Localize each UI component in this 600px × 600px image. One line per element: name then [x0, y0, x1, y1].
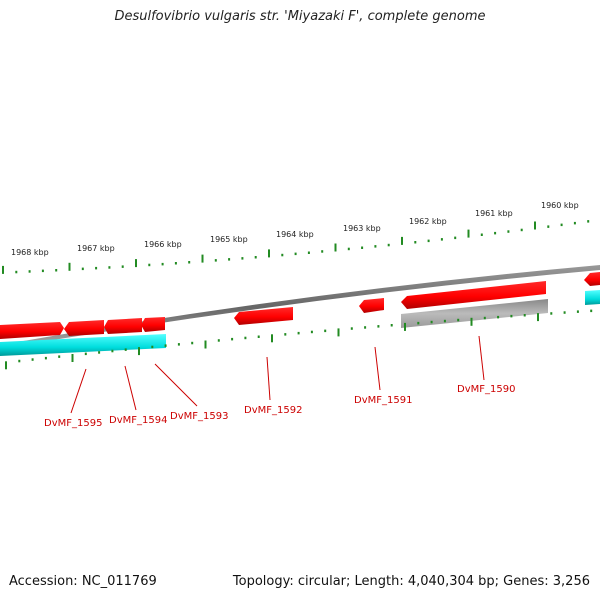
lower-tick-track [5, 309, 593, 370]
gene-arrow-edge[interactable] [584, 272, 600, 286]
leader-dvmf1594 [124, 365, 137, 411]
scale-label-1965: 1965 kbp [210, 235, 248, 244]
gene-label-dvmf1590[interactable]: DvMF_1590 [457, 384, 515, 395]
scale-label-1966: 1966 kbp [144, 240, 182, 249]
reverse-genes [0, 290, 600, 356]
genome-summary-text: Topology: circular; Length: 4,040,304 bp… [232, 574, 590, 589]
gene-label-dvmf1594[interactable]: DvMF_1594 [109, 415, 167, 426]
scale-label-1963: 1963 kbp [343, 224, 381, 233]
gene-arrow-dvmf1595[interactable] [0, 322, 64, 339]
scale-label-1962: 1962 kbp [409, 217, 447, 226]
accession-text: Accession: NC_011769 [9, 574, 157, 589]
reverse-cds-right[interactable] [585, 290, 600, 305]
leader-dvmf1590 [478, 335, 485, 381]
map-title: Desulfovibrio vulgaris str. 'Miyazaki F'… [114, 9, 486, 24]
forward-genes [0, 272, 600, 339]
upper-tick-track [2, 220, 590, 274]
gene-arrow-dvmf1593b[interactable] [141, 317, 165, 332]
reverse-cds-left[interactable] [0, 334, 166, 356]
scale-label-1967: 1967 kbp [77, 244, 115, 253]
gene-arrow-dvmf1592[interactable] [234, 307, 293, 325]
gene-arrow-dvmf1590[interactable] [401, 281, 546, 309]
leader-dvmf1592 [266, 356, 271, 401]
gene-arrow-dvmf1594[interactable] [64, 320, 104, 336]
genome-backbone [0, 265, 600, 349]
label-leaders [70, 335, 485, 414]
scale-label-1961: 1961 kbp [475, 209, 513, 218]
leader-dvmf1595 [70, 368, 87, 414]
scale-label-1960: 1960 kbp [541, 201, 579, 210]
scale-label-1968: 1968 kbp [11, 248, 49, 257]
gene-arrow-dvmf1591[interactable] [359, 298, 384, 313]
gene-label-dvmf1592[interactable]: DvMF_1592 [244, 405, 302, 416]
gene-label-dvmf1593[interactable]: DvMF_1593 [170, 411, 228, 422]
leader-dvmf1591 [374, 346, 381, 391]
gene-label-dvmf1591[interactable]: DvMF_1591 [354, 395, 412, 406]
leader-dvmf1593 [154, 363, 198, 407]
reverse-feature-gray[interactable] [401, 299, 548, 328]
scale-label-1964: 1964 kbp [276, 230, 314, 239]
scale-labels: 1968 kbp 1967 kbp 1966 kbp 1965 kbp 1964… [11, 201, 579, 257]
gene-label-dvmf1595[interactable]: DvMF_1595 [44, 418, 102, 429]
gene-arrow-dvmf1593[interactable] [104, 318, 142, 334]
gene-labels: DvMF_1595 DvMF_1594 DvMF_1593 DvMF_1592 … [44, 384, 515, 429]
